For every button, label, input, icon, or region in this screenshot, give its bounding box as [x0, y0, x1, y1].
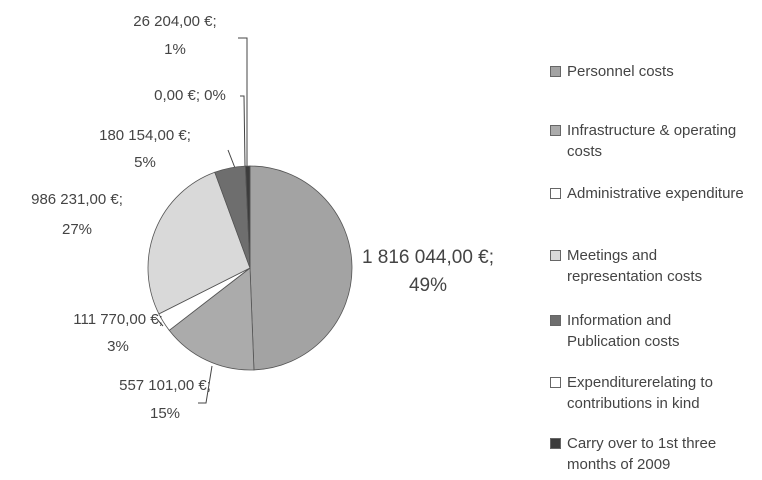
leader-line	[240, 95, 246, 167]
legend-label: Infrastructure & operating costs	[567, 122, 737, 160]
legend-swatch	[550, 66, 561, 77]
legend-item: Infrastructure & operating costs	[550, 120, 745, 162]
legend-swatch	[550, 125, 561, 136]
data-label: 49%	[409, 275, 447, 296]
pie-slice	[147, 171, 251, 315]
legend-label: Expenditurerelating to contributions in …	[567, 374, 713, 412]
data-label: 1%	[164, 41, 186, 58]
data-label: 5%	[134, 154, 156, 171]
data-label: 0,00 €; 0%	[154, 87, 226, 104]
data-label: 3%	[107, 338, 129, 355]
leader-line	[238, 37, 248, 168]
data-label: 15%	[150, 405, 180, 422]
legend-item: Meetings and representation costs	[550, 245, 745, 287]
data-label: 27%	[62, 221, 92, 238]
leader-line	[155, 317, 164, 327]
legend-item: Administrative expenditure	[550, 183, 745, 204]
legend-item: Carry over to 1st three months of 2009	[550, 433, 745, 475]
leader-lines	[155, 37, 248, 404]
data-label: 26 204,00 €;	[133, 13, 216, 30]
pie-slice	[245, 165, 251, 269]
legend-swatch	[550, 315, 561, 326]
data-labels: 1 816 044,00 €; 49% 557 101,00 €; 15% 111 77…	[31, 13, 494, 422]
legend-label: Administrative expenditure	[567, 185, 744, 202]
leader-line	[227, 149, 236, 169]
legend-item: Information and Publication costs	[550, 310, 745, 352]
legend-label: Meetings and representation costs	[567, 247, 703, 285]
data-label: 557 101,00 €;	[119, 377, 211, 394]
pie-slice	[168, 267, 255, 371]
data-label: 111 770,00 €;	[73, 311, 163, 328]
data-label: 1 816 044,00 €;	[362, 247, 494, 268]
pie-slice	[249, 165, 353, 371]
legend-item: Expenditurerelating to contributions in …	[550, 372, 745, 414]
legend-label: Personnel costs	[567, 63, 674, 80]
legend-swatch	[550, 438, 561, 449]
pie	[147, 165, 353, 371]
leader-line	[198, 365, 213, 404]
legend-label: Carry over to 1st three months of 2009	[567, 435, 717, 473]
data-label: 180 154,00 €;	[99, 127, 191, 144]
legend-swatch	[550, 377, 561, 388]
legend-swatch	[550, 250, 561, 261]
legend-label: Information and Publication costs	[567, 312, 680, 350]
data-label: 986 231,00 €;	[31, 191, 123, 208]
legend-swatch	[550, 188, 561, 199]
legend-item: Personnel costs	[550, 61, 745, 82]
